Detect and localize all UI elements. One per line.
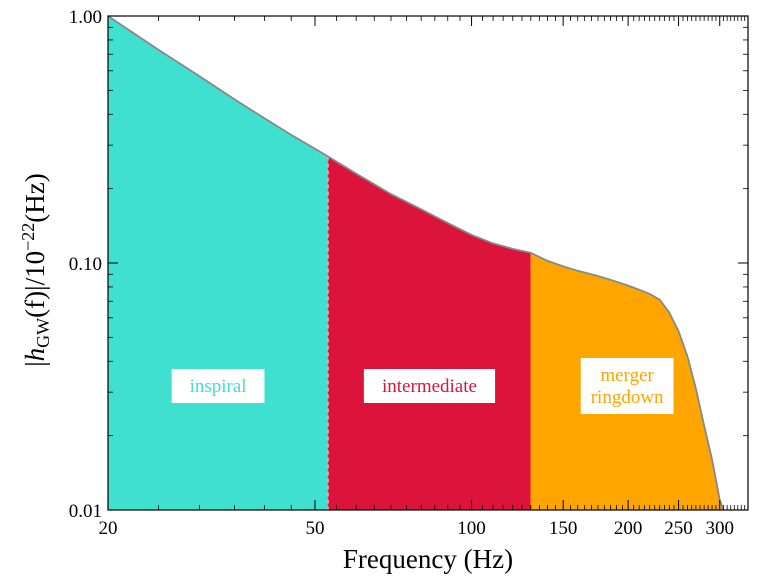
x-tick-label: 100 bbox=[457, 518, 486, 539]
x-tick-label: 150 bbox=[549, 518, 578, 539]
x-tick-label: 50 bbox=[305, 518, 324, 539]
region-label-1-line-1: inspiral bbox=[190, 376, 247, 397]
y-tick-label: 0.01 bbox=[69, 501, 102, 522]
chart-regions bbox=[107, 15, 724, 511]
region-area-1 bbox=[107, 15, 329, 511]
y-tick-label: 0.10 bbox=[69, 254, 102, 275]
region-area-2 bbox=[327, 155, 532, 511]
region-label-box-3 bbox=[580, 358, 674, 414]
x-tick-label: 300 bbox=[705, 518, 734, 539]
y-axis-title-sub: GW bbox=[33, 318, 53, 348]
y-axis-title-h: h bbox=[20, 348, 50, 362]
region-label-box-1 bbox=[171, 369, 265, 403]
region-label-2-line-1: intermediate bbox=[382, 376, 477, 397]
y-axis-title: |hGW(f)|/10−22(Hz) bbox=[18, 173, 53, 366]
chart-curve-layer bbox=[107, 15, 725, 511]
y-axis-title-fpart: (f) bbox=[20, 291, 50, 318]
region-label-3-line-1: merger bbox=[600, 365, 654, 386]
y-axis-title-unit: (Hz) bbox=[20, 173, 50, 222]
x-tick-label: 200 bbox=[614, 518, 643, 539]
y-axis-title-open: | bbox=[20, 361, 50, 366]
chart-ticks bbox=[107, 15, 748, 511]
y-axis-title-exp: −22 bbox=[18, 223, 38, 251]
y-tick-label: 1.00 bbox=[69, 7, 102, 28]
x-tick-label: 20 bbox=[99, 518, 118, 539]
spectrum-curve bbox=[107, 15, 725, 511]
x-axis-title: Frequency (Hz) bbox=[343, 544, 513, 574]
y-axis-title-close: |/10 bbox=[20, 251, 50, 291]
region-label-box-2 bbox=[363, 369, 496, 403]
chart-tick-labels: 20 50 100 150 200 250 300 0.01 0.10 1.00 bbox=[69, 7, 734, 539]
region-label-3-line-2: ringdown bbox=[591, 387, 664, 408]
x-tick-label: 250 bbox=[664, 518, 693, 539]
